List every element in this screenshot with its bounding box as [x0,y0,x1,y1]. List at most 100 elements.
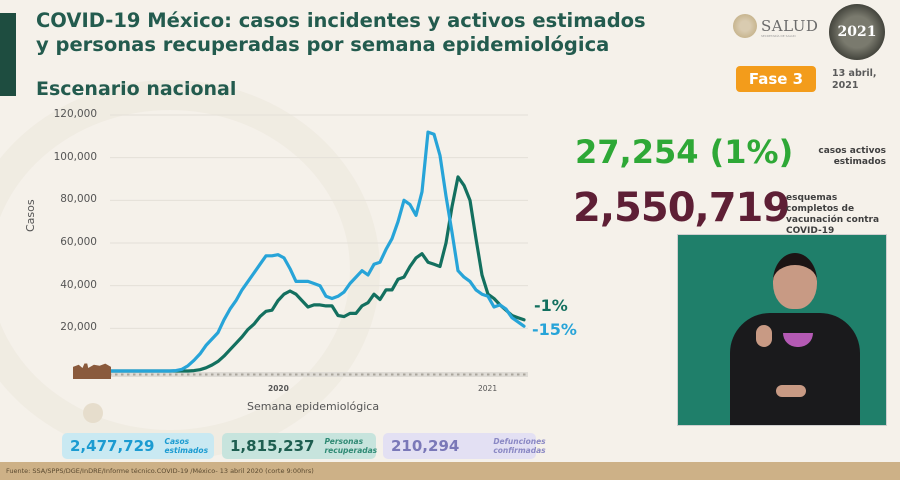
salud-logo: SALUD SECRETARÍA DE SALUD [733,14,818,38]
x-week-tick [199,373,202,376]
x-week-tick [121,373,124,376]
x-week-tick [385,373,388,376]
x-week-tick [163,373,166,376]
report-date: 13 abril, 2021 [832,68,892,92]
salud-logo-text: SALUD [761,17,819,35]
x-week-tick [379,373,382,376]
active-cases-label: casos activos estimados [818,146,886,167]
x-week-tick [211,373,214,376]
x-week-tick [517,373,520,376]
source-footer: Fuente: SSA/SPPS/DGE/InDRE/Informe técni… [0,462,900,480]
x-week-tick [355,373,358,376]
x-week-tick [223,373,226,376]
vaccination-label: esquemas completos de vacunación contra … [786,193,880,236]
x-week-tick [403,373,406,376]
page-subtitle: Escenario nacional [36,78,237,100]
x-week-tick [463,373,466,376]
x-week-tick [373,373,376,376]
x-week-tick [295,373,298,376]
interpreter-hand [776,385,806,397]
x-week-tick [433,373,436,376]
x-week-tick [271,373,274,376]
x-week-tick [259,373,262,376]
x-week-tick [505,373,508,376]
small-seal-icon [83,403,103,423]
x-week-tick [187,373,190,376]
page-title: COVID-19 México: casos incidentes y acti… [36,9,646,56]
incident-cases-change-label: -15% [532,320,577,339]
x-week-tick [115,373,118,376]
year-2021-emblem-icon: 2021 [829,4,885,60]
sign-language-interpreter-video [677,234,887,426]
interpreter-hand [756,325,772,347]
x-week-tick [397,373,400,376]
card-value: 210,294 [391,437,460,455]
x-week-tick [499,373,502,376]
summary-card-deaths: 210,294 Defunciones confirmadas [383,433,546,459]
vaccination-value: 2,550,719 [573,185,790,231]
x-week-tick [469,373,472,376]
x-week-tick [283,373,286,376]
x-week-tick [481,373,484,376]
x-week-tick [217,373,220,376]
title-accent-bar [0,13,16,96]
x-week-tick [445,373,448,376]
x-week-tick [265,373,268,376]
x-week-tick [301,373,304,376]
interpreter-shirt [783,333,813,347]
x-week-tick [205,373,208,376]
x-year-label-2020: 2020 [268,384,289,393]
interpreter-body [730,313,860,425]
incident-cases-line [108,130,526,373]
x-week-tick [325,373,328,376]
report-date-text: 13 abril, 2021 [832,68,877,91]
x-week-tick [193,373,196,376]
y-tick-label: 100,000 [53,150,97,163]
x-week-tick [337,373,340,376]
y-tick-label: 60,000 [60,236,97,248]
card-label: Defunciones confirmadas [493,437,546,455]
x-week-tick [181,373,184,376]
x-week-tick [391,373,394,376]
card-label: Personas recuperadas [324,437,378,455]
x-week-tick [493,373,496,376]
x-week-tick [139,373,142,376]
x-week-tick [127,373,130,376]
x-week-tick [247,373,250,376]
active-cases-change-label: -1% [534,296,568,315]
x-week-tick [145,373,148,376]
x-week-tick [313,373,316,376]
x-week-tick [277,373,280,376]
x-week-tick [175,373,178,376]
emblem-text: 2021 [837,24,877,40]
x-week-tick [349,373,352,376]
x-week-tick [253,373,256,376]
salud-logo-subtext: SECRETARÍA DE SALUD [761,34,796,38]
x-year-label-2021: 2021 [478,384,498,393]
x-week-tick [415,373,418,376]
x-week-tick [439,373,442,376]
x-week-tick [487,373,490,376]
x-week-tick [289,373,292,376]
summary-card-estimated-cases: 2,477,729 Casos estimados [62,433,214,459]
x-week-tick [229,373,232,376]
y-tick-label: 20,000 [60,321,97,334]
summary-card-recovered: 1,815,237 Personas recuperadas [222,433,378,459]
x-week-tick [331,373,334,376]
card-value: 2,477,729 [70,437,155,455]
national-seal-icon [733,14,757,38]
x-week-tick [169,373,172,376]
x-week-tick [343,373,346,376]
y-tick-label: 120,000 [53,108,97,120]
y-tick-label: 80,000 [60,193,97,206]
interpreter-head [773,253,817,309]
x-week-tick [421,373,424,376]
y-tick-label: 40,000 [60,278,97,291]
x-week-tick [361,373,364,376]
x-week-tick [367,373,370,376]
x-week-tick [151,373,154,376]
x-week-tick [319,373,322,376]
x-week-tick [427,373,430,376]
card-label: Casos estimados [164,437,209,455]
